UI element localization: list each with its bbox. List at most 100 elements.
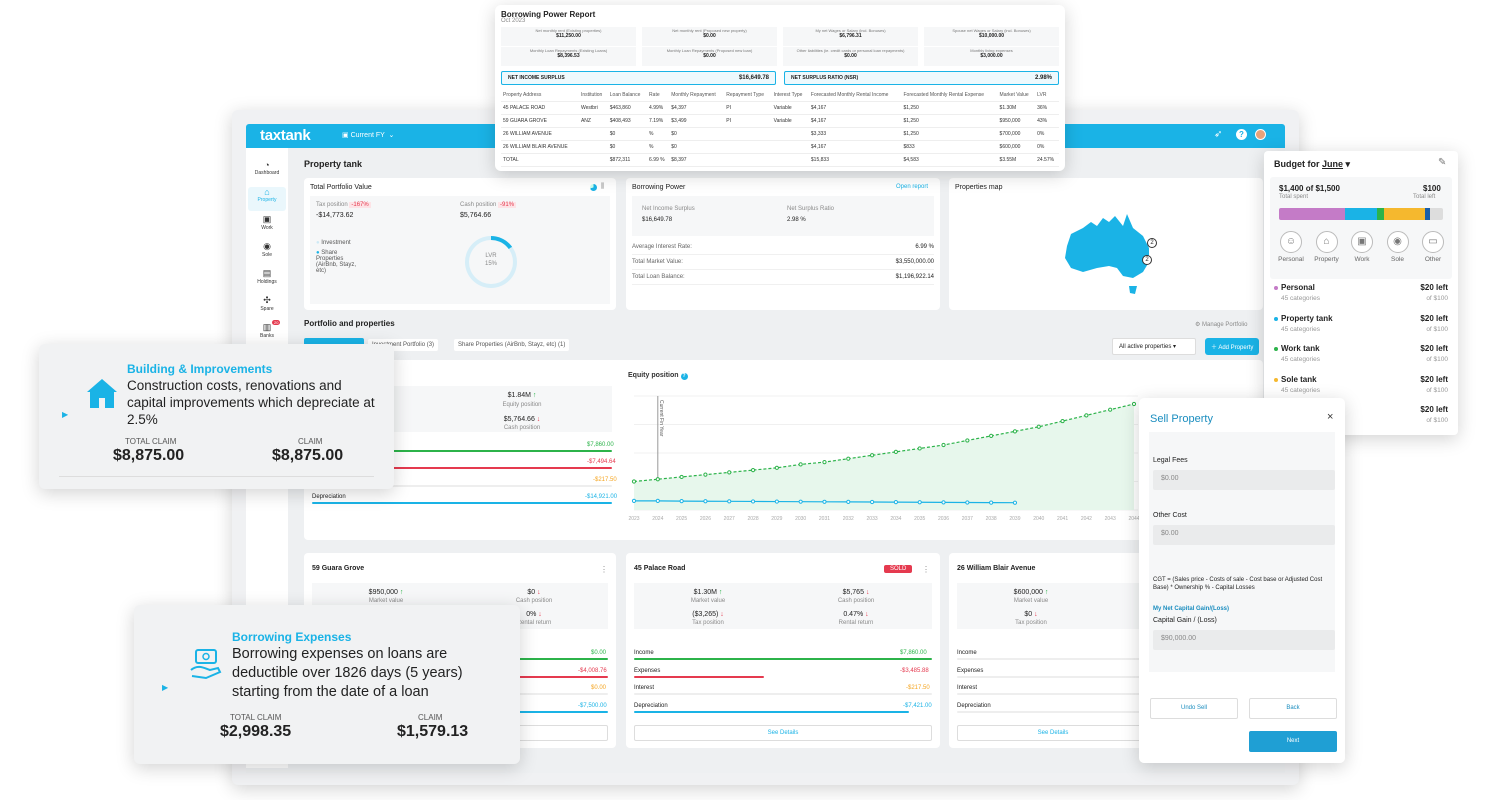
undo-sell-button[interactable]: Undo Sell <box>1150 698 1238 719</box>
cash-label: Cash position <box>503 425 541 431</box>
map-pin-1[interactable]: 2 <box>1147 238 1157 248</box>
sidebar-item-property[interactable]: ⌂ Property <box>248 187 286 211</box>
bpr-col-header: Repayment Type <box>726 92 764 98</box>
budget-cat-property[interactable]: ⌂ Property <box>1310 231 1344 263</box>
app-logo[interactable]: taxtank <box>260 127 311 144</box>
fy-selector[interactable]: ▣ Current FY ⌄ <box>342 132 395 139</box>
legal-fees-label: Legal Fees <box>1153 457 1188 464</box>
table-cell <box>579 141 608 154</box>
bar-chart-icon[interactable]: ⫼ <box>601 183 605 190</box>
close-icon[interactable]: × <box>1327 411 1334 423</box>
bpr-top-cell: Net monthly rent (Existing properties) $1… <box>501 27 636 46</box>
open-report-link[interactable]: Open report <box>896 184 929 190</box>
table-cell: $8,397 <box>671 157 687 163</box>
money-hand-icon <box>190 649 222 680</box>
equity-value: $1.84M ↑ <box>507 392 537 399</box>
other-cost-input[interactable]: $0.00 <box>1153 525 1335 545</box>
pie-chart-icon[interactable] <box>590 184 597 191</box>
prop1-rr-label: Rental return <box>516 620 552 626</box>
x-tick-label: 2038 <box>986 516 997 522</box>
prop3-income-label: Income <box>957 650 977 656</box>
avatar[interactable] <box>1255 129 1266 140</box>
banks-badge: 20 <box>272 320 281 325</box>
bpr-col-header: Property Address <box>503 92 542 98</box>
bpr-table: Property Address Institution Loan Balance R… <box>501 89 1059 167</box>
sidebar-item-work[interactable]: ▣ Work <box>248 214 286 238</box>
prop2-details-button[interactable]: See Details <box>634 725 932 741</box>
budget-item-name: Property tank <box>1281 313 1333 323</box>
help-icon[interactable]: ? <box>1236 129 1247 140</box>
equity-chart[interactable]: Current Fin Year 2023 2024 2025 2026 2027 2028… <box>628 390 1148 526</box>
tab-share[interactable]: Share Properties (AirBnb, Stayz, etc) (1… <box>454 339 570 351</box>
prop2-tp: ($3,265) ↓ <box>692 611 724 618</box>
budget-item-name: Work tank <box>1281 344 1320 353</box>
capital-gain-input[interactable]: $90,000.00 <box>1153 630 1335 650</box>
sum-dep-label: Depreciation <box>312 494 346 500</box>
play-icon-2[interactable]: ▶ <box>162 683 169 692</box>
play-icon[interactable]: ▶ <box>62 410 69 419</box>
prop2-interest-label: Interest <box>634 685 655 691</box>
house-icon <box>87 379 117 408</box>
equity-series-b-point <box>941 500 946 505</box>
budget-cat-other[interactable]: ▭ Other <box>1416 231 1450 263</box>
budget-item[interactable]: Work tank 45 categories $20 left of $100 <box>1274 342 1450 373</box>
bpr-col-header: LVR <box>1037 92 1047 98</box>
table-cell: $3,333 <box>810 131 827 137</box>
table-cell <box>724 154 771 167</box>
budget-cat-work[interactable]: ▣ Work <box>1345 231 1379 263</box>
sidebar-item-banks[interactable]: ▥ Banks 20 <box>248 320 286 346</box>
back-button[interactable]: Back <box>1249 698 1337 719</box>
fy-label: Current FY <box>350 132 385 139</box>
table-cell: $4,167 <box>810 144 827 150</box>
equity-title: Equity position ? <box>628 372 688 380</box>
table-cell: $833 <box>903 144 915 150</box>
x-tick-label: 2028 <box>747 516 758 522</box>
sidebar-item-sole[interactable]: ◉ Sole <box>248 241 286 265</box>
total-portfolio-card: Total Portfolio Value ⫼ Tax position -16… <box>304 178 616 310</box>
bpr-col-header: Forecasted Monthly Rental Income <box>810 92 889 98</box>
prop3-details-button[interactable]: See Details <box>957 725 1149 741</box>
app-window: taxtank ▣ Current FY ⌄ ➶ ? ◔ Dashboard ⌂ Pr… <box>232 110 1299 785</box>
equity-series-b-point <box>1012 500 1018 505</box>
budget-cat-personal[interactable]: ☺ Personal <box>1274 231 1308 263</box>
cgt-formula: CGT = (Sales price - Costs of sale - Cos… <box>1153 577 1323 591</box>
prop2-expenses: -$3,485.88 <box>900 668 929 674</box>
sidebar-item-label: Work <box>261 225 273 231</box>
bpr-col-header: Rate <box>649 92 660 98</box>
legal-fees-input[interactable]: $0.00 <box>1153 470 1335 490</box>
bpr-col-header: Forecasted Monthly Rental Expense <box>903 92 985 98</box>
sidebar-item-dashboard[interactable]: ◔ Dashboard <box>248 160 286 184</box>
budget-cat-label: Sole <box>1390 256 1404 263</box>
next-button[interactable]: Next <box>1249 731 1337 752</box>
rocket-icon[interactable]: ➶ <box>1214 129 1223 140</box>
borrowing-claim-value: $1,579.13 <box>397 723 469 740</box>
x-tick-label: 2032 <box>843 516 854 522</box>
legend-share: ● Share Properties (AirBnb, Stayz, etc) <box>316 250 357 274</box>
x-tick-label: 2023 <box>628 516 639 522</box>
sum-expenses-bar <box>312 467 612 469</box>
person-icon: ☺ <box>1280 231 1302 253</box>
budget-item[interactable]: Property tank 45 categories $20 left of $10… <box>1274 312 1450 343</box>
budget-cat-sole[interactable]: ◉ Sole <box>1381 231 1415 263</box>
budget-item[interactable]: Personal 45 categories $20 left of $100 <box>1274 281 1450 312</box>
add-property-button[interactable]: ＋ Add Property <box>1205 338 1260 355</box>
table-cell: $4,583 <box>903 157 919 163</box>
budget-item-of: of $100 <box>1426 386 1448 394</box>
sidebar-item-spare[interactable]: ✣ Spare <box>248 295 286 319</box>
filter-select[interactable]: All active properties ▾ <box>1112 338 1196 355</box>
budget-item[interactable]: Sole tank 45 categories $20 left of $100 <box>1274 373 1450 404</box>
budget-month[interactable]: June <box>1322 159 1344 169</box>
prop2-income-label: Income <box>634 650 654 656</box>
prop1-tp: 0% ↓ <box>526 611 542 618</box>
manage-portfolio-link[interactable]: ⚙ Manage Portfolio <box>1195 322 1248 328</box>
building-total-claim-value: $8,875.00 <box>113 447 185 464</box>
edit-icon[interactable]: ✎ <box>1438 157 1447 168</box>
australia-map[interactable] <box>1057 206 1157 298</box>
prop1-menu-icon[interactable]: ⋮ <box>600 565 608 574</box>
sidebar-item-holdings[interactable]: ▤ Holdings <box>248 268 286 292</box>
bpr-top-value: $0.00 <box>703 53 716 59</box>
prop2-menu-icon[interactable]: ⋮ <box>922 565 930 574</box>
x-tick-label: 2027 <box>724 516 735 522</box>
x-tick-label: 2040 <box>1033 516 1044 522</box>
map-pin-2[interactable]: 2 <box>1142 255 1152 265</box>
